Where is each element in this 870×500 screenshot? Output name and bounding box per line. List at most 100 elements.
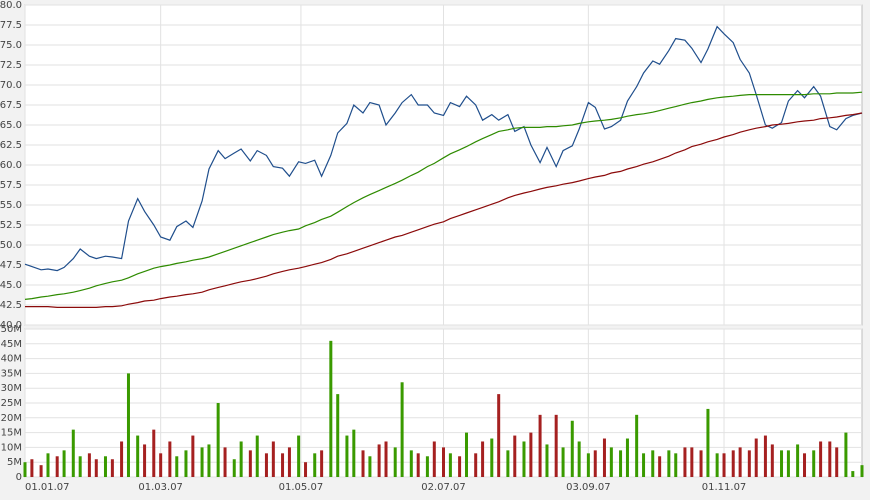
volume-bar [481,441,485,477]
volume-bar [255,435,259,477]
volume-bar [46,453,50,477]
volume-bar [522,441,526,477]
volume-bar [409,450,413,477]
volume-bar [699,450,703,477]
y-tick-label: 62.5 [0,140,22,151]
y-tick-label: 40M [1,354,22,365]
y-tick-label: 45M [1,339,22,350]
y-tick-label: 30M [1,383,22,394]
x-tick-label: 01.03.07 [138,482,183,493]
volume-bar [747,450,751,477]
price-line [24,91,863,300]
volume-bar [120,441,124,477]
y-tick-label: 5M [7,457,22,468]
volume-bar [110,459,114,477]
volume-bar [271,441,275,477]
volume-bar [87,453,91,477]
volume-bar [593,450,597,477]
volume-bar [320,450,324,477]
volume-bar [506,450,510,477]
volume-bar [860,465,864,477]
y-tick-label: 60.0 [0,160,22,171]
y-tick-label: 35M [1,368,22,379]
y-tick-label: 75.0 [0,40,22,51]
volume-bar [39,465,43,477]
volume-bar [828,441,832,477]
y-tick-label: 47.5 [0,260,22,271]
y-tick-label: 25M [1,398,22,409]
volume-bar [264,453,268,477]
volume-bar [425,456,429,477]
y-tick-label: 42.5 [0,300,22,311]
volume-bar [474,453,478,477]
volume-bar [94,459,98,477]
x-tick-label: 01.11.07 [702,482,747,493]
volume-bar [377,444,381,477]
y-tick-label: 80.0 [0,0,22,11]
volume-bar [152,429,156,477]
y-tick-label: 0 [16,472,22,483]
volume-bar [248,450,252,477]
volume-bar [851,471,855,477]
x-tick-label: 03.09.07 [566,482,611,493]
y-tick-label: 52.5 [0,220,22,231]
volume-bar [62,450,66,477]
volume-bar [796,444,800,477]
price-line [24,25,863,272]
volume-bar [619,450,623,477]
x-tick-label: 01.01.07 [25,482,70,493]
volume-bar [722,453,726,477]
volume-bar [136,435,140,477]
y-tick-label: 55.0 [0,200,22,211]
y-tick-label: 67.5 [0,100,22,111]
volume-bar [313,453,317,477]
volume-bar [232,459,236,477]
volume-bar [754,438,758,477]
volume-bar [651,450,655,477]
volume-bar [586,453,590,477]
volume-bar [216,403,220,477]
volume-bar [554,414,558,477]
volume-bar [674,453,678,477]
volume-bar [786,450,790,477]
volume-bar [71,429,75,477]
volume-bar [159,453,163,477]
volume-bar [458,456,462,477]
price-line [25,112,863,308]
volume-bar [545,444,549,477]
y-tick-label: 65.0 [0,120,22,131]
volume-bar [690,447,694,477]
volume-bar [715,453,719,477]
volume-bar [393,447,397,477]
volume-bar [23,462,27,477]
volume-bar [635,414,639,477]
volume-bar [448,453,452,477]
volume-bar [770,444,774,477]
volume-bar [442,447,445,477]
volume-bar [658,456,662,477]
y-tick-label: 50.0 [0,240,22,251]
volume-bar [803,453,807,477]
volume-bar [538,414,542,477]
volume-bar [400,382,404,477]
volume-bar [625,438,629,477]
volume-bar [490,438,494,477]
volume-bar [126,373,130,477]
volume-bar [143,444,147,477]
volume-bar [780,450,784,477]
volume-bar [223,447,227,477]
volume-bar [329,340,333,477]
volume-bar [819,441,823,477]
volume-bar [207,444,211,477]
volume-bar [609,447,613,477]
volume-bar [561,447,565,477]
volume-bar [731,450,735,477]
volume-bar [513,435,517,477]
volume-bar [297,435,301,477]
volume-bar [812,450,816,477]
volume-bar [835,447,839,477]
y-tick-label: 50M [1,324,22,335]
volume-bar [304,462,308,477]
volume-bar [361,450,365,477]
